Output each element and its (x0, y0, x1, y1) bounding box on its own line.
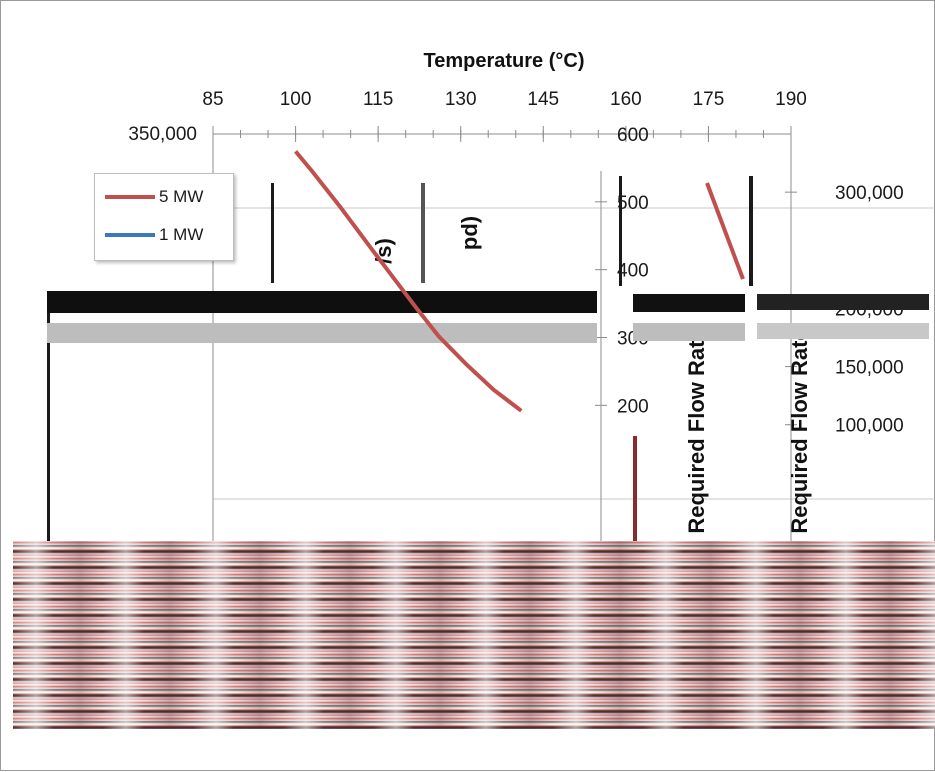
legend: 5 MW 1 MW (94, 173, 234, 261)
inner-right-tick-label-400: 400 (617, 261, 649, 282)
inner-right-tick-label-500: 500 (617, 193, 649, 214)
legend-label-1mw: 1 MW (159, 225, 204, 244)
artifact-rail-6 (633, 436, 637, 541)
inner-axis-fragment-2: pd) (457, 216, 482, 250)
artifact-band-dark-2 (633, 294, 745, 312)
inner-right-tick-label-200: 200 (617, 396, 649, 417)
artifact-band-grey-1 (47, 323, 597, 343)
top-tick-label-85: 85 (202, 89, 223, 110)
inner-right-axis-title: Required Flow Rate (684, 328, 709, 533)
legend-swatch-5mw (105, 195, 155, 199)
artifact-band-grey-2 (633, 323, 745, 341)
top-tick-label-175: 175 (693, 89, 725, 110)
top-tick-label-190: 190 (775, 89, 807, 110)
outer-right-tick-label-300,000: 300,000 (835, 183, 904, 204)
outer-right-tick-label-100,000: 100,000 (835, 416, 904, 437)
top-tick-label-130: 130 (445, 89, 477, 110)
top-tick-label-145: 145 (527, 89, 559, 110)
top-axis-ticks: 85 100 115 130 145 160 175 190 (202, 89, 807, 142)
top-tick-label-160: 160 (610, 89, 642, 110)
legend-entry-1mw: 1 MW (105, 224, 203, 246)
legend-swatch-1mw (105, 233, 155, 237)
artifact-rail-4 (749, 176, 753, 286)
outer-right-axis-title: Required Flow Rate (787, 328, 812, 533)
top-tick-label-100: 100 (280, 89, 312, 110)
artifact-band-grey-3 (757, 323, 929, 339)
series-line-5-mw-right-segment (705, 182, 745, 280)
artifact-rail-5 (47, 291, 50, 541)
outer-right-tick-label-150,000: 150,000 (835, 358, 904, 379)
artifact-rail-2 (421, 183, 425, 283)
top-tick-label-115: 115 (363, 89, 393, 110)
series-line-5-mw (294, 150, 523, 413)
corrupted-band-overlay (13, 541, 935, 729)
top-axis-title: Temperature (°C) (424, 50, 585, 72)
artifact-rail-3 (619, 176, 622, 286)
artifact-rail-1 (271, 183, 274, 283)
series-group (294, 150, 745, 413)
inner-right-tick-label-600: 600 (617, 125, 649, 146)
artifact-band-dark-1 (47, 291, 597, 313)
left-tick-350000: 350,000 (128, 124, 197, 145)
artifact-band-dark-3 (757, 294, 929, 310)
legend-label-5mw: 5 MW (159, 187, 204, 206)
legend-entry-5mw: 5 MW (105, 186, 203, 208)
blue-bottom-bar (13, 729, 935, 772)
